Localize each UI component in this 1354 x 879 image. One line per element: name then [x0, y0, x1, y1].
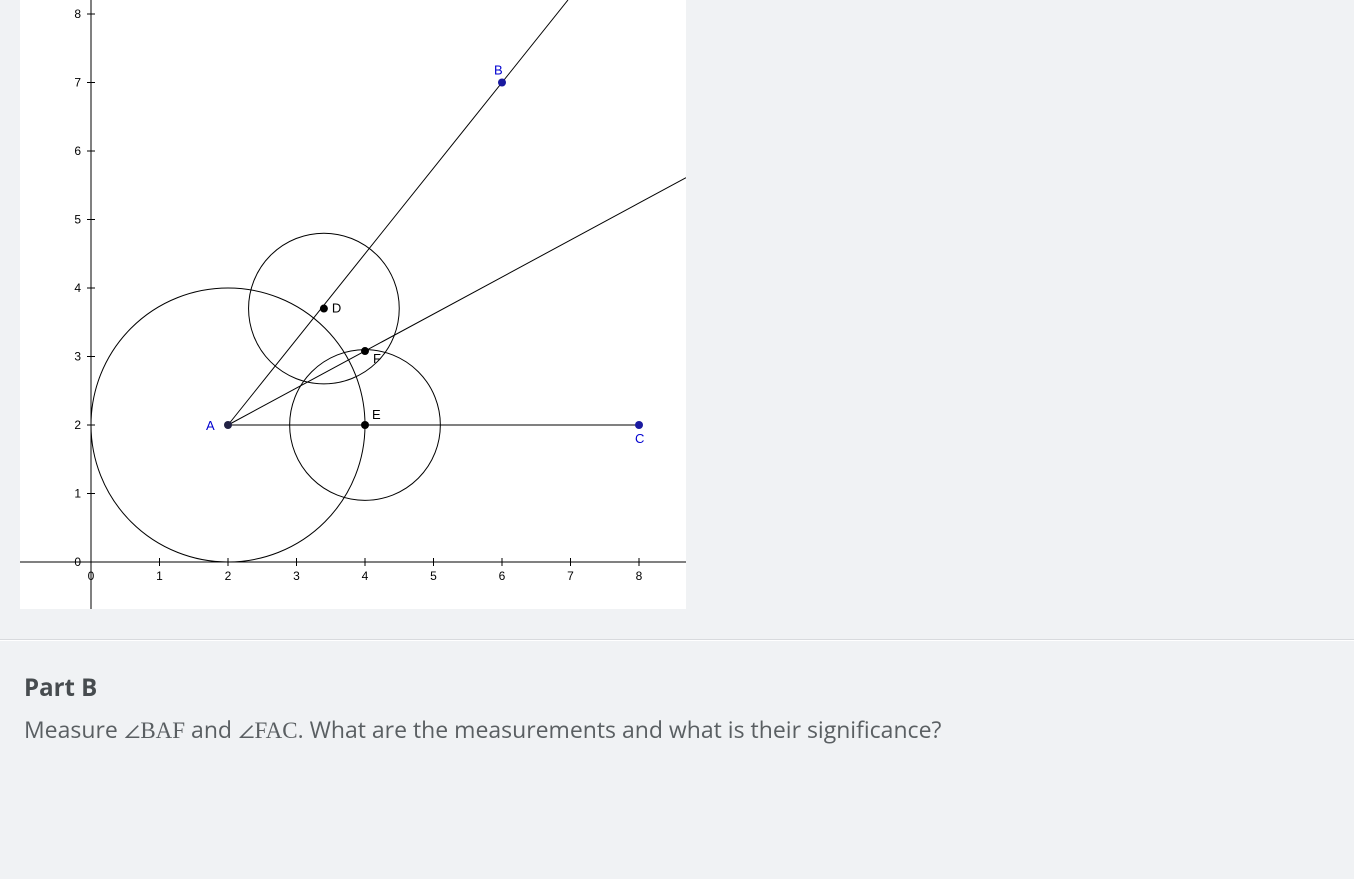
- q-prefix: Measure: [24, 713, 124, 745]
- q-mid: and: [185, 713, 238, 745]
- svg-text:5: 5: [430, 569, 437, 583]
- figure-frame: 0 1 2 3 4 5 6 7 8 0 1 2 3 4 5 6 7 8 A B C D E F: [20, 0, 686, 609]
- angle-2: ∠FAC: [238, 721, 298, 744]
- svg-text:3: 3: [293, 569, 300, 583]
- q-suffix: . What are the measurements and what is …: [298, 713, 942, 745]
- angle-symbol-2: ∠: [238, 721, 255, 744]
- angle-1: ∠BAF: [124, 721, 185, 744]
- part-label: Part B: [24, 671, 1330, 704]
- svg-text:6: 6: [499, 569, 506, 583]
- page-root: 0 1 2 3 4 5 6 7 8 0 1 2 3 4 5 6 7 8 A B C D E F Part B Measure …: [0, 0, 1354, 879]
- geometry-diagram: 0 1 2 3 4 5 6 7 8 0 1 2 3 4 5 6 7 8 A B C D E F: [20, 0, 686, 609]
- svg-text:4: 4: [74, 281, 81, 295]
- svg-text:8: 8: [636, 569, 643, 583]
- svg-text:7: 7: [74, 76, 81, 90]
- angle-1-letters: BAF: [140, 718, 185, 743]
- svg-text:D: D: [332, 301, 341, 316]
- question-panel: Part B Measure ∠BAF and ∠FAC. What are t…: [0, 641, 1354, 879]
- svg-text:6: 6: [74, 144, 81, 158]
- svg-text:4: 4: [362, 569, 369, 583]
- svg-text:8: 8: [74, 7, 81, 21]
- svg-text:7: 7: [567, 569, 574, 583]
- svg-text:3: 3: [74, 350, 81, 364]
- svg-text:C: C: [635, 431, 644, 446]
- angle-2-letters: FAC: [255, 718, 298, 743]
- svg-text:F: F: [373, 351, 381, 366]
- question-text: Measure ∠BAF and ∠FAC. What are the meas…: [24, 712, 1330, 751]
- svg-text:1: 1: [74, 487, 81, 501]
- figure-panel: 0 1 2 3 4 5 6 7 8 0 1 2 3 4 5 6 7 8 A B C D E F: [0, 0, 1354, 639]
- svg-text:5: 5: [74, 213, 81, 227]
- svg-text:A: A: [206, 418, 215, 433]
- svg-text:E: E: [372, 407, 381, 422]
- svg-text:2: 2: [225, 569, 232, 583]
- svg-text:0: 0: [74, 555, 81, 569]
- svg-text:2: 2: [74, 418, 81, 432]
- svg-text:1: 1: [156, 569, 163, 583]
- svg-text:B: B: [494, 63, 503, 78]
- svg-text:0: 0: [88, 569, 95, 583]
- angle-symbol-1: ∠: [124, 721, 141, 744]
